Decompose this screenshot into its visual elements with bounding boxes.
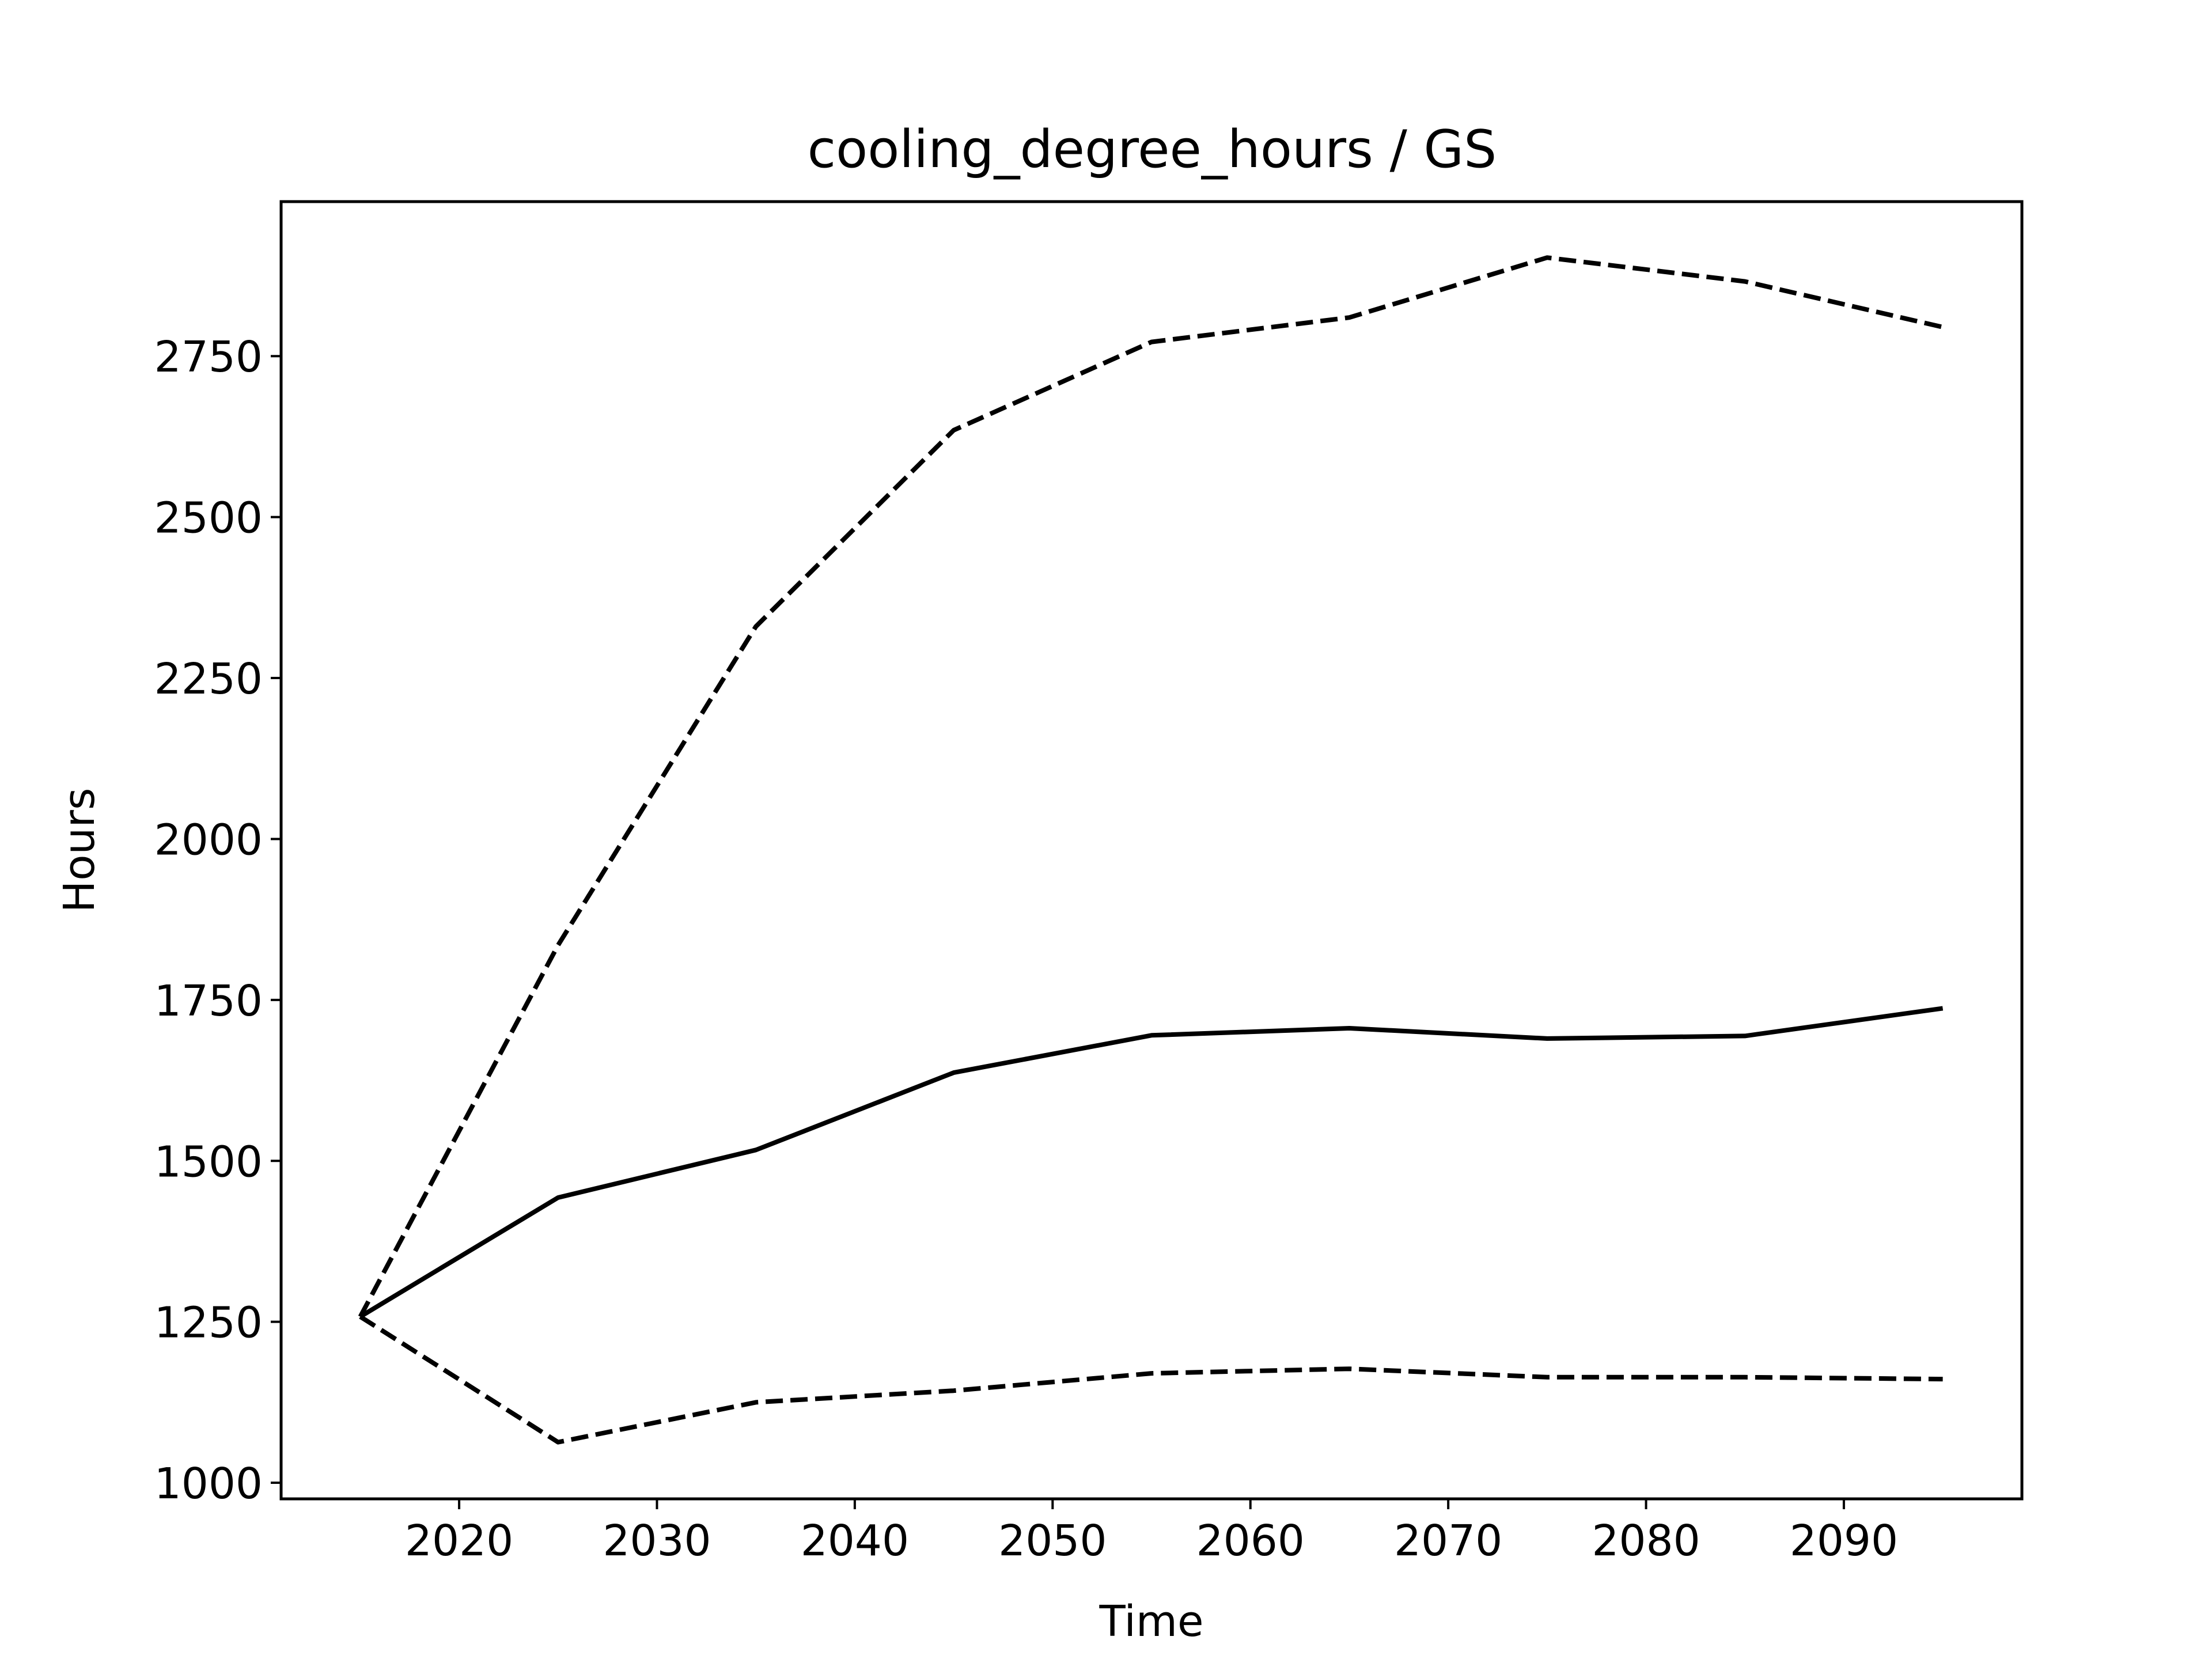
y-axis-label: Hours <box>55 788 104 913</box>
series-line-3 <box>359 1315 1943 1445</box>
y-tick-label: 1750 <box>154 976 263 1026</box>
x-tick-label: 2040 <box>801 1516 909 1566</box>
y-tick-label: 2000 <box>154 815 263 865</box>
y-tick-label: 2250 <box>154 654 263 704</box>
y-tick-label: 2750 <box>154 332 263 382</box>
x-axis-ticks: 2020 2030 2040 2050 2060 2070 2080 2090 <box>405 1499 1898 1566</box>
x-tick-label: 2080 <box>1592 1516 1700 1566</box>
y-tick-label: 1000 <box>154 1459 263 1509</box>
x-tick-label: 2050 <box>998 1516 1107 1566</box>
plot-lines <box>358 255 1944 1445</box>
y-tick-label: 1500 <box>154 1137 263 1187</box>
x-tick-label: 2060 <box>1196 1516 1305 1566</box>
plot-area-frame <box>279 200 2024 1501</box>
x-tick-label: 2090 <box>1790 1516 1898 1566</box>
chart-title: cooling_degree_hours / GS <box>808 119 1497 180</box>
x-tick-label: 2070 <box>1394 1516 1502 1566</box>
x-tick-label: 2030 <box>603 1516 711 1566</box>
x-axis-label: Time <box>1099 1597 1203 1646</box>
series-line-2 <box>358 255 1944 1318</box>
x-tick-label: 2020 <box>405 1516 513 1566</box>
y-tick-label: 2500 <box>154 494 263 543</box>
y-axis-ticks: 1000 1250 1500 1750 2000 2250 2500 2750 <box>154 332 281 1509</box>
series-line-1 <box>359 1006 1944 1319</box>
y-tick-label: 1250 <box>154 1298 263 1348</box>
